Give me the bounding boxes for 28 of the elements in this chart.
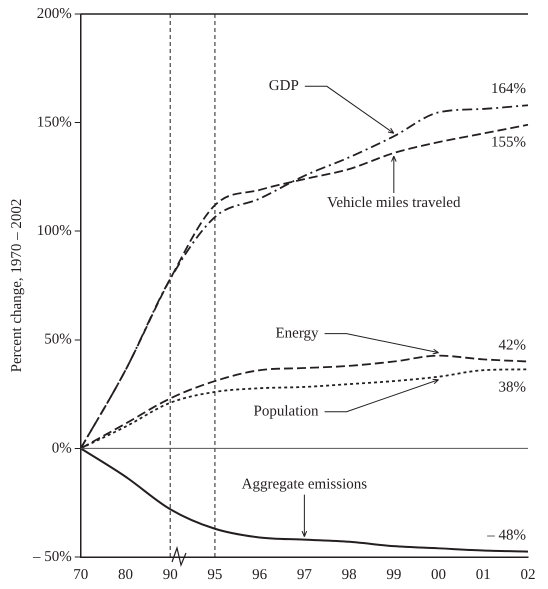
x-tick-label: 00 — [431, 566, 446, 583]
y-tick-label: 200% — [36, 6, 72, 22]
y-tick-label: 100% — [36, 223, 72, 240]
x-tick-label: 90 — [162, 566, 178, 583]
x-tick-label: 70 — [73, 566, 88, 583]
x-tick-label: 97 — [296, 566, 312, 583]
y-tick-label: – 50% — [32, 548, 72, 565]
x-tick-label: 99 — [386, 566, 402, 583]
x-tick-label: 01 — [476, 566, 491, 583]
annotation: 164% — [491, 81, 526, 98]
y-tick-label: 0% — [52, 440, 72, 456]
text: GDP — [268, 78, 299, 94]
annotation: 42% — [498, 337, 526, 354]
series-label: Energy — [276, 326, 320, 342]
text: Aggregate emissions — [242, 476, 368, 493]
y-axis-title: Percent change, 1970 – 2002 — [8, 198, 25, 372]
annotation: – 48% — [486, 528, 526, 544]
series-label: Population — [254, 404, 320, 420]
series-label: Vehicle miles traveled — [327, 194, 461, 211]
x-tick-label: 80 — [118, 566, 133, 583]
x-tick-label: 02 — [520, 566, 536, 583]
x-tick-label: 98 — [342, 566, 357, 583]
x-tick-label: 96 — [252, 566, 268, 583]
y-tick-label: 50% — [44, 332, 72, 348]
annotation: 38% — [498, 379, 526, 396]
y-tick-label: 150% — [36, 114, 72, 131]
annotation: 155% — [491, 134, 526, 151]
x-tick-label: 95 — [207, 566, 222, 583]
